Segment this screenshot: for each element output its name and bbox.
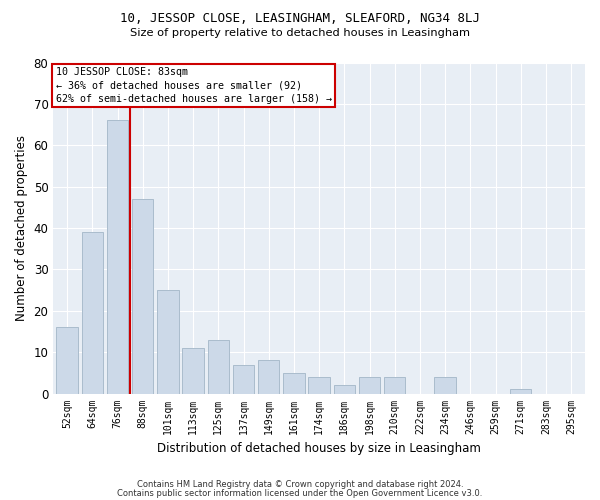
Text: Contains HM Land Registry data © Crown copyright and database right 2024.: Contains HM Land Registry data © Crown c… (137, 480, 463, 489)
Bar (56, 328, 78, 394)
Bar (434, 377, 456, 394)
Bar (283, 373, 305, 394)
Bar (157, 290, 179, 394)
Y-axis label: Number of detached properties: Number of detached properties (15, 135, 28, 321)
Bar (233, 364, 254, 394)
Text: 10, JESSOP CLOSE, LEASINGHAM, SLEAFORD, NG34 8LJ: 10, JESSOP CLOSE, LEASINGHAM, SLEAFORD, … (120, 12, 480, 26)
X-axis label: Distribution of detached houses by size in Leasingham: Distribution of detached houses by size … (157, 442, 481, 455)
Bar (132, 199, 154, 394)
Text: Contains public sector information licensed under the Open Government Licence v3: Contains public sector information licen… (118, 489, 482, 498)
Bar (107, 120, 128, 394)
Bar (82, 232, 103, 394)
Bar (359, 377, 380, 394)
Text: Size of property relative to detached houses in Leasingham: Size of property relative to detached ho… (130, 28, 470, 38)
Bar (384, 377, 406, 394)
Bar (308, 377, 330, 394)
Bar (258, 360, 280, 394)
Bar (510, 390, 532, 394)
Bar (208, 340, 229, 394)
Bar (334, 386, 355, 394)
Bar (182, 348, 204, 394)
Text: 10 JESSOP CLOSE: 83sqm
← 36% of detached houses are smaller (92)
62% of semi-det: 10 JESSOP CLOSE: 83sqm ← 36% of detached… (56, 68, 332, 104)
